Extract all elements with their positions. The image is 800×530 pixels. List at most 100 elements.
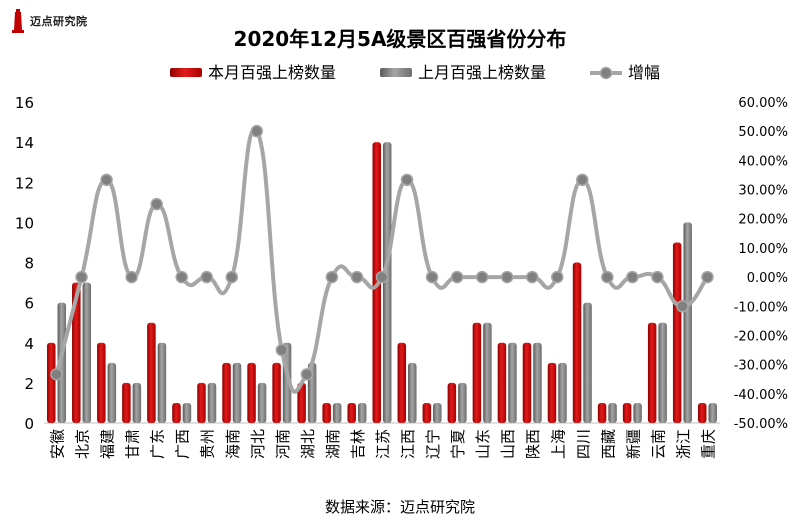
bar-current-浙江 bbox=[672, 242, 682, 423]
x-tick-label: 北京 bbox=[74, 429, 92, 459]
bar-previous-上海 bbox=[558, 362, 567, 423]
x-tick-label: 甘肃 bbox=[124, 429, 142, 459]
line-point-陕西 bbox=[525, 270, 539, 284]
bar-current-广西 bbox=[172, 402, 181, 423]
line-point-甘肃 bbox=[125, 270, 138, 284]
x-tick-label: 山东 bbox=[474, 429, 492, 459]
x-tick-label: 江苏 bbox=[374, 429, 392, 459]
bar-current-云南 bbox=[647, 322, 657, 423]
source-note: 数据来源：迈点研究院 bbox=[325, 498, 475, 516]
bar-current-四川 bbox=[572, 262, 582, 423]
y-left-tick-label: 16 bbox=[15, 94, 34, 112]
bar-previous-甘肃 bbox=[132, 382, 142, 423]
bar-previous-云南 bbox=[658, 322, 667, 423]
line-point-辽宁 bbox=[425, 270, 439, 284]
line-point-安徽 bbox=[50, 368, 63, 381]
x-tick-label: 广东 bbox=[149, 429, 167, 459]
line-point-吉林 bbox=[350, 270, 364, 284]
bar-previous-宁夏 bbox=[458, 382, 467, 423]
line-point-贵州 bbox=[200, 270, 213, 284]
bar-previous-辽宁 bbox=[433, 402, 442, 423]
line-point-四川 bbox=[576, 173, 589, 187]
y-left-tick-label: 12 bbox=[15, 174, 34, 192]
y-right-tick-label: 20.00% bbox=[738, 213, 788, 228]
x-tick-label: 辽宁 bbox=[424, 429, 442, 459]
bar-previous-广东 bbox=[157, 342, 167, 423]
y-right-tick-label: 0.00% bbox=[747, 271, 788, 286]
y-right-tick-label: 30.00% bbox=[738, 184, 788, 199]
bar-previous-江西 bbox=[408, 362, 417, 423]
x-tick-label: 新疆 bbox=[624, 429, 642, 459]
line-point-上海 bbox=[551, 270, 564, 284]
bar-current-安徽 bbox=[47, 342, 56, 423]
x-tick-label: 海南 bbox=[224, 429, 242, 459]
legend-label: 增幅 bbox=[628, 63, 660, 82]
x-tick-label: 安徽 bbox=[49, 429, 67, 459]
line-point-北京 bbox=[75, 270, 88, 284]
bar-previous-北京 bbox=[82, 282, 92, 423]
line-point-广东 bbox=[150, 197, 163, 211]
x-tick-label: 陕西 bbox=[524, 429, 542, 459]
x-tick-label: 山西 bbox=[499, 429, 517, 459]
bar-previous-重庆 bbox=[708, 402, 717, 423]
bar-previous-贵州 bbox=[207, 382, 217, 423]
x-tick-label: 浙江 bbox=[674, 429, 692, 459]
plot-area: 0 2 4 6 8 10 12 14 16 -50.00% -40.00% -30.00% -20.00… bbox=[15, 94, 788, 459]
bar-previous-吉林 bbox=[357, 402, 367, 423]
lighthouse-icon bbox=[12, 9, 24, 33]
bar-current-吉林 bbox=[347, 402, 356, 423]
x-tick-label: 西藏 bbox=[599, 429, 617, 459]
line-point-山西 bbox=[500, 270, 514, 284]
bar-current-上海 bbox=[547, 362, 557, 423]
legend-label: 本月百强上榜数量 bbox=[208, 63, 336, 82]
x-tick-label: 四川 bbox=[574, 429, 592, 459]
bar-previous-福建 bbox=[107, 362, 117, 423]
x-tick-label: 吉林 bbox=[349, 429, 367, 459]
x-tick-label: 湖北 bbox=[299, 429, 317, 459]
line-point-福建 bbox=[100, 173, 113, 187]
bar-current-河北 bbox=[247, 362, 256, 423]
line-point-新疆 bbox=[626, 270, 639, 284]
bar-previous-广西 bbox=[182, 402, 192, 423]
line-point-西藏 bbox=[601, 270, 614, 284]
bar-previous-四川 bbox=[583, 302, 592, 423]
bar-previous-新疆 bbox=[633, 402, 642, 423]
bar-current-重庆 bbox=[697, 402, 707, 423]
y-right-tick-label: -50.00% bbox=[734, 417, 788, 432]
line-point-河北 bbox=[250, 124, 264, 138]
y-right-tick-label: 50.00% bbox=[738, 125, 788, 140]
line-point-云南 bbox=[651, 270, 664, 284]
line-point-江西 bbox=[400, 173, 414, 187]
x-tick-label: 河北 bbox=[249, 429, 267, 459]
bar-current-湖北 bbox=[297, 382, 306, 423]
bar-current-山东 bbox=[472, 322, 482, 423]
x-tick-label: 宁夏 bbox=[449, 429, 467, 459]
bar-previous-海南 bbox=[232, 362, 242, 423]
line-point-海南 bbox=[225, 270, 239, 284]
y-left-tick-label: 6 bbox=[24, 295, 34, 313]
bar-previous-西藏 bbox=[608, 402, 617, 423]
bar-previous-江苏 bbox=[383, 142, 392, 423]
bar-current-辽宁 bbox=[422, 402, 432, 423]
legend-marker bbox=[599, 66, 613, 80]
y-left-tick-label: 8 bbox=[24, 255, 34, 273]
x-tick-label: 江西 bbox=[399, 429, 417, 459]
bar-current-海南 bbox=[222, 362, 231, 423]
x-tick-label: 重庆 bbox=[699, 429, 717, 459]
line-point-宁夏 bbox=[450, 270, 464, 284]
y-right-tick-label: -10.00% bbox=[734, 300, 788, 315]
logo-name: 迈点研究院 bbox=[30, 15, 88, 28]
bar-current-甘肃 bbox=[122, 382, 131, 423]
line-point-广西 bbox=[175, 270, 188, 284]
line-point-江苏 bbox=[375, 270, 389, 284]
bar-current-新疆 bbox=[622, 402, 632, 423]
bar-current-陕西 bbox=[522, 342, 532, 423]
bar-previous-山东 bbox=[483, 322, 492, 423]
x-tick-label: 湖南 bbox=[324, 429, 342, 459]
bar-previous-陕西 bbox=[533, 342, 542, 423]
bar-previous-浙江 bbox=[683, 222, 692, 423]
line-point-重庆 bbox=[701, 270, 714, 284]
bar-previous-安徽 bbox=[57, 302, 67, 423]
